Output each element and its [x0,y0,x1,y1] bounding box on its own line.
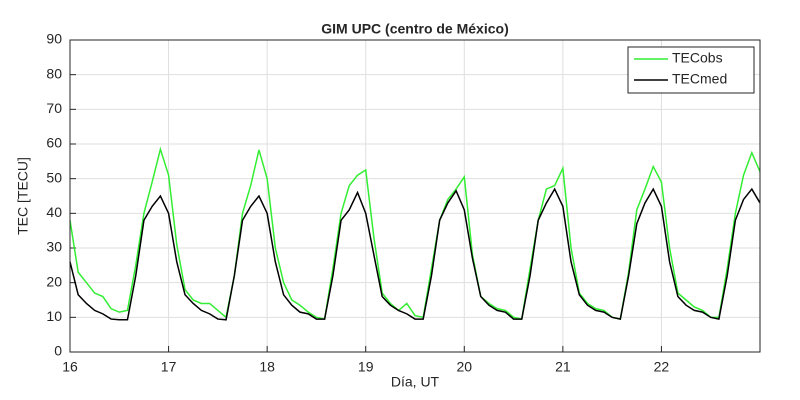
chart-title: GIM UPC (centro de México) [321,21,508,37]
y-tick-label: 20 [46,273,62,289]
y-tick-label: 10 [46,308,62,324]
data-line [69,146,761,320]
y-tick-label: 40 [46,204,62,220]
plot-frame [69,39,761,353]
legend-label: TECmed [672,71,727,87]
y-tick-label: 30 [46,239,62,255]
x-tick-label: 17 [161,359,177,375]
x-tick-label: 20 [456,359,472,375]
y-tick-label: 0 [54,343,62,359]
y-tick-label: 60 [46,135,62,151]
y-tick-label: 90 [46,31,62,47]
y-axis-label: TEC [TECU] [15,157,31,235]
x-tick-label: 21 [555,359,571,375]
x-tick-label: 18 [259,359,275,375]
x-tick-label: 22 [654,359,670,375]
x-tick-label: 19 [358,359,374,375]
legend-box [627,46,755,94]
x-tick-label: 16 [62,359,78,375]
x-axis-label: Día, UT [391,374,440,390]
y-tick-label: 70 [46,100,62,116]
y-tick-label: 80 [46,65,62,81]
y-tick-label: 50 [46,169,62,185]
legend-label: TECobs [672,50,723,66]
data-line [69,187,761,321]
